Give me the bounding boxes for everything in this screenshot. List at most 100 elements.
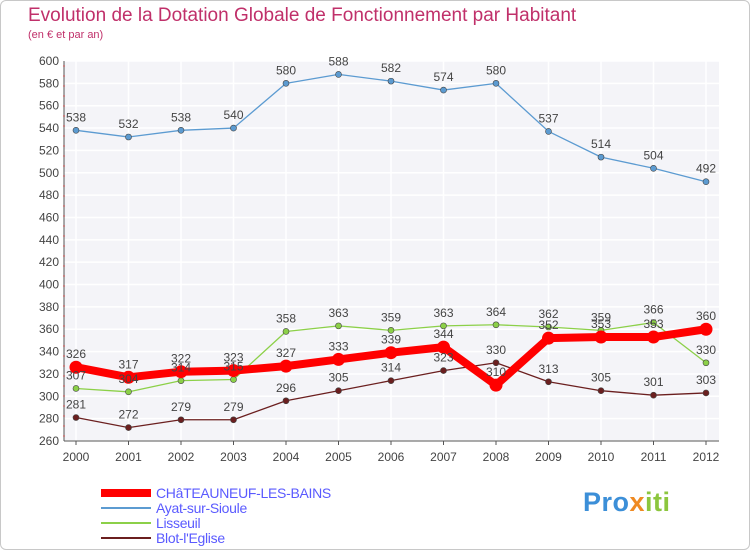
y-tick-label-520: 520 — [39, 143, 59, 157]
point-blot-2005 — [335, 387, 342, 395]
point-chateauneuf-2012 — [699, 322, 713, 336]
data-label-lisseuil-2001: 304 — [118, 372, 138, 386]
point-ayat-2003 — [230, 124, 237, 132]
data-label-lisseuil-2010: 359 — [591, 310, 611, 324]
point-lisseuil-2003 — [230, 376, 237, 383]
data-label-ayat-2011: 504 — [643, 148, 663, 162]
point-chateauneuf-2000 — [69, 360, 83, 374]
data-label-blot-2009: 313 — [538, 362, 558, 376]
data-label-lisseuil-2003: 315 — [223, 360, 243, 374]
legend-swatch-lisseuil — [101, 522, 151, 524]
point-chateauneuf-2001 — [122, 370, 135, 384]
data-label-blot-2012: 303 — [696, 373, 716, 387]
point-blot-2004 — [282, 397, 290, 405]
point-chateauneuf-2006 — [384, 346, 398, 360]
data-label-blot-2007: 323 — [433, 351, 453, 365]
data-label-lisseuil-2005: 363 — [328, 306, 348, 320]
data-label-chateauneuf-2003: 323 — [223, 351, 243, 365]
y-tick-label-600: 600 — [39, 54, 59, 68]
y-tick-label-260: 260 — [39, 434, 59, 448]
point-ayat-2001 — [125, 133, 132, 141]
point-lisseuil-2008 — [492, 321, 500, 329]
data-label-lisseuil-2007: 363 — [433, 306, 453, 320]
legend-swatch-chateauneuf — [101, 489, 151, 497]
data-label-chateauneuf-2008: 310 — [486, 365, 506, 379]
point-lisseuil-2012 — [702, 359, 710, 367]
x-tick-label-2001: 2001 — [115, 450, 142, 464]
point-chateauneuf-2003 — [227, 364, 240, 378]
y-tick-label-340: 340 — [39, 345, 59, 359]
point-chateauneuf-2011 — [647, 330, 660, 344]
data-label-blot-2011: 301 — [643, 375, 663, 389]
x-tick-label-2006: 2006 — [378, 450, 405, 464]
point-ayat-2007 — [440, 86, 447, 94]
point-lisseuil-2000 — [72, 385, 80, 392]
point-chateauneuf-2002 — [174, 365, 188, 379]
data-label-ayat-2008: 580 — [486, 63, 506, 77]
x-tick-label-2008: 2008 — [483, 450, 510, 464]
data-label-lisseuil-2000: 307 — [66, 368, 86, 382]
logo-part-3: iti — [645, 487, 671, 517]
point-chateauneuf-2009 — [542, 331, 555, 345]
data-label-lisseuil-2008: 364 — [486, 305, 506, 319]
point-ayat-2008 — [492, 80, 500, 87]
data-label-lisseuil-2002: 314 — [171, 361, 191, 375]
point-blot-2007 — [440, 367, 447, 374]
point-blot-2011 — [650, 391, 657, 399]
data-label-lisseuil-2012: 330 — [696, 343, 716, 357]
x-tick-label-2009: 2009 — [535, 450, 562, 464]
point-ayat-2010 — [597, 153, 605, 161]
x-tick-label-2002: 2002 — [168, 450, 195, 464]
data-label-ayat-2007: 574 — [433, 70, 453, 84]
point-chateauneuf-2008 — [489, 378, 503, 392]
y-tick-label-320: 320 — [39, 367, 59, 381]
x-tick-label-2000: 2000 — [63, 450, 90, 464]
point-ayat-2005 — [335, 71, 342, 78]
y-tick-label-540: 540 — [39, 121, 59, 135]
data-label-blot-2010: 305 — [591, 371, 611, 385]
point-blot-2008 — [492, 359, 500, 367]
x-tick-label-2004: 2004 — [273, 450, 300, 464]
y-tick-label-480: 480 — [39, 188, 59, 202]
point-blot-2006 — [387, 377, 395, 384]
data-label-blot-2008: 330 — [486, 343, 506, 357]
data-label-ayat-2005: 588 — [328, 54, 348, 68]
point-blot-2001 — [125, 424, 132, 431]
x-tick-label-2012: 2012 — [693, 450, 720, 464]
logo-part-2: x — [629, 487, 646, 517]
point-blot-2010 — [597, 387, 605, 395]
point-ayat-2011 — [650, 164, 657, 172]
data-label-blot-2002: 279 — [171, 400, 191, 414]
y-tick-label-500: 500 — [39, 166, 59, 180]
x-tick-label-2010: 2010 — [588, 450, 615, 464]
y-tick-label-440: 440 — [39, 233, 59, 247]
data-label-chateauneuf-2004: 327 — [276, 346, 296, 360]
point-blot-2000 — [72, 414, 80, 421]
point-lisseuil-2001 — [125, 388, 132, 396]
data-label-blot-2001: 272 — [118, 408, 138, 422]
point-blot-2003 — [230, 416, 237, 424]
y-tick-label-300: 300 — [39, 389, 59, 403]
y-tick-label-280: 280 — [39, 412, 59, 426]
x-tick-label-2007: 2007 — [430, 450, 457, 464]
point-ayat-2009 — [545, 128, 552, 135]
data-label-ayat-2010: 514 — [591, 137, 611, 151]
data-label-ayat-2006: 582 — [381, 61, 401, 75]
y-tick-label-560: 560 — [39, 99, 59, 113]
logo-part-1: Pro — [583, 487, 630, 517]
legend-swatch-ayat — [101, 507, 151, 509]
point-chateauneuf-2005 — [332, 352, 345, 366]
chart-subtitle: (en € et par an) — [28, 29, 104, 41]
data-label-lisseuil-2009: 362 — [538, 307, 558, 321]
data-label-chateauneuf-2002: 322 — [171, 352, 191, 366]
y-tick-label-580: 580 — [39, 76, 59, 90]
data-label-chateauneuf-2000: 326 — [66, 347, 86, 361]
y-tick-label-360: 360 — [39, 322, 59, 336]
y-tick-label-400: 400 — [39, 278, 59, 292]
point-chateauneuf-2007 — [437, 340, 450, 354]
point-ayat-2002 — [177, 126, 185, 134]
data-label-ayat-2012: 492 — [696, 162, 716, 176]
data-label-lisseuil-2006: 359 — [381, 310, 401, 324]
point-blot-2009 — [545, 378, 552, 386]
